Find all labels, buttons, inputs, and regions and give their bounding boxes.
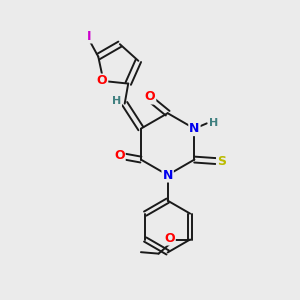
Text: O: O [145,91,155,103]
Text: O: O [97,74,107,88]
Text: O: O [114,149,125,162]
Text: O: O [164,232,175,244]
Text: N: N [163,169,173,182]
Text: H: H [112,96,121,106]
Text: N: N [189,122,200,135]
Text: S: S [217,154,226,167]
Text: I: I [87,29,92,43]
Text: H: H [209,118,218,128]
